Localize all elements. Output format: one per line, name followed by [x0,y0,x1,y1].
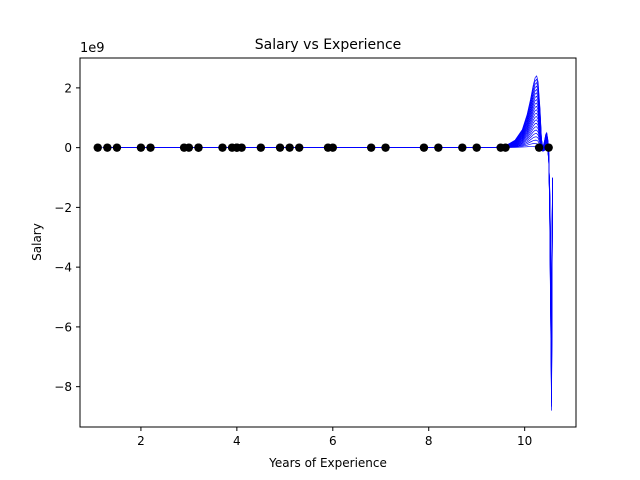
data-points [93,143,553,152]
fit-curve [102,75,553,411]
y-tick-label: −6 [54,320,72,334]
data-point [544,143,553,152]
data-point [366,143,376,152]
fitted-curves [102,75,553,411]
y-tick-label: 2 [64,81,72,95]
data-point [419,143,429,152]
data-point [381,143,390,152]
data-point [472,143,481,152]
plot-area [80,58,576,427]
data-point [275,143,285,152]
x-axis-label: Years of Experience [268,456,387,470]
data-point [501,143,510,152]
x-tick-label: 4 [233,434,241,448]
data-point [93,143,102,152]
y-tick-label: 0 [64,141,72,155]
x-tick-label: 6 [329,434,337,448]
data-point [434,143,443,152]
data-point [534,143,544,152]
x-tick-label: 8 [425,434,433,448]
y-tick-label: −8 [54,380,72,394]
data-point [256,143,266,152]
data-point [237,143,246,152]
chart-title: Salary vs Experience [255,37,402,53]
data-point [218,143,227,152]
data-point [103,143,112,152]
data-point [146,143,155,152]
y-tick-label: −2 [54,201,72,215]
data-point [112,143,122,152]
x-tick-label: 10 [517,434,532,448]
x-axis-ticks: 2 4 6 8 10 [137,427,532,448]
data-point [136,143,146,152]
plot-frame [79,57,577,428]
data-point [295,143,304,152]
y-tick-label: −4 [54,261,72,275]
y-axis-label: Salary [30,223,44,261]
x-tick-label: 2 [137,434,145,448]
data-point [184,143,194,152]
y-offset-label: 1e9 [80,41,105,56]
data-point [194,143,203,152]
y-axis-ticks: 2 0 −2 −4 −6 −8 [54,81,80,394]
data-point [285,143,294,152]
data-point [458,143,467,152]
data-point [328,143,337,152]
